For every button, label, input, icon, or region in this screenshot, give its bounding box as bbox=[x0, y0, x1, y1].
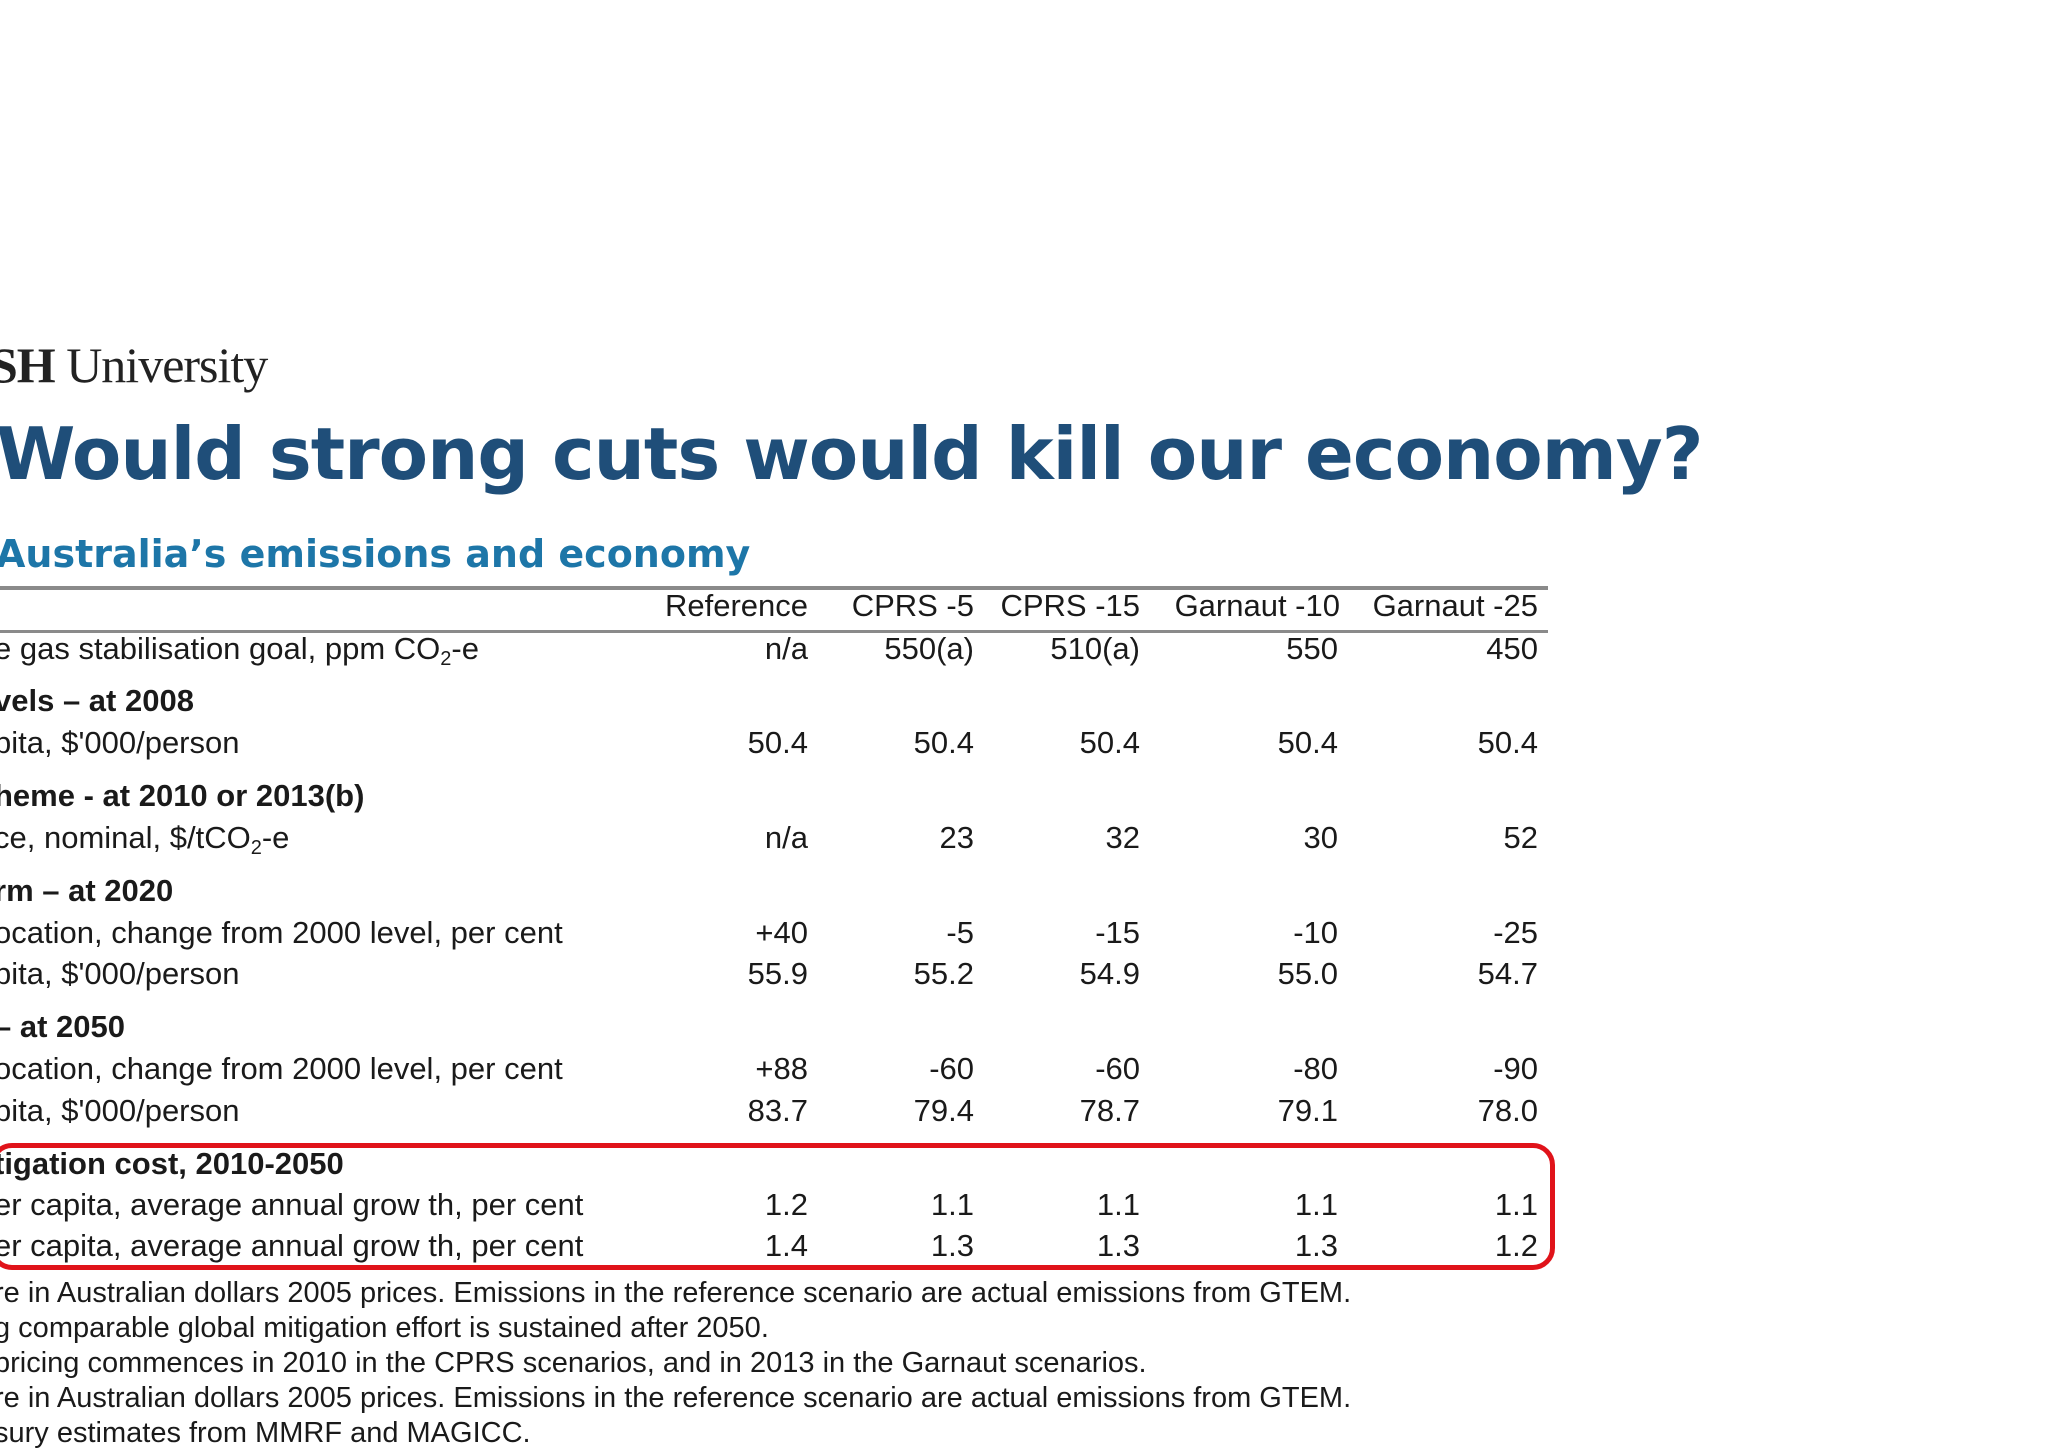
row-label: pita, $'000/person bbox=[0, 956, 240, 991]
row-label: ocation, change from 2000 level, per cen… bbox=[0, 1051, 563, 1086]
header-cprs-5: CPRS -5 bbox=[851, 588, 974, 623]
table-title: Australia’s emissions and economy bbox=[0, 532, 751, 576]
cell-cprs-5: 50.4 bbox=[913, 725, 974, 760]
row-label: pita, $'000/person bbox=[0, 1093, 240, 1128]
table-section-row: tigation cost, 2010-2050 bbox=[0, 1146, 1560, 1186]
cell-reference: +40 bbox=[755, 915, 808, 950]
table-row: ocation, change from 2000 level, per cen… bbox=[0, 915, 1560, 955]
cell-garnaut-25: 1.1 bbox=[1494, 1187, 1538, 1222]
section-label: tigation cost, 2010-2050 bbox=[0, 1146, 344, 1181]
section-label: – at 2050 bbox=[0, 1009, 125, 1044]
cell-garnaut-25: 52 bbox=[1503, 820, 1538, 855]
footnote: re in Australian dollars 2005 prices. Em… bbox=[0, 1277, 1352, 1309]
row-label: er capita, average annual grow th, per c… bbox=[0, 1228, 584, 1263]
cell-cprs-5: -5 bbox=[946, 915, 974, 950]
table-row: pita, $'000/person 50.4 50.4 50.4 50.4 50.4 bbox=[0, 725, 1560, 765]
cell-cprs-15: 50.4 bbox=[1079, 725, 1140, 760]
cell-reference: 55.9 bbox=[747, 956, 808, 991]
header-cprs-15: CPRS -15 bbox=[1000, 588, 1140, 623]
cell-cprs-5: 1.3 bbox=[930, 1228, 974, 1263]
section-label: rm – at 2020 bbox=[0, 873, 174, 908]
cell-reference: +88 bbox=[755, 1051, 808, 1086]
cell-cprs-5: 550(a) bbox=[884, 631, 974, 666]
cell-garnaut-10: -10 bbox=[1293, 915, 1338, 950]
cell-cprs-5: 1.1 bbox=[930, 1187, 974, 1222]
cell-cprs-15: -60 bbox=[1095, 1051, 1140, 1086]
row-label: e gas stabilisation goal, ppm CO2-e bbox=[0, 631, 479, 670]
table-top-rule bbox=[0, 586, 1548, 590]
table-row: er capita, average annual grow th, per c… bbox=[0, 1187, 1560, 1227]
cell-cprs-15: 78.7 bbox=[1079, 1093, 1140, 1128]
cell-cprs-5: 55.2 bbox=[913, 956, 974, 991]
cell-reference: n/a bbox=[764, 820, 808, 855]
cell-garnaut-10: -80 bbox=[1293, 1051, 1338, 1086]
table-header-rule bbox=[0, 630, 1548, 633]
table-row: pita, $'000/person 55.9 55.2 54.9 55.0 54.7 bbox=[0, 956, 1560, 996]
footnote: re in Australian dollars 2005 prices. Em… bbox=[0, 1382, 1352, 1414]
row-label: ce, nominal, $/tCO2-e bbox=[0, 820, 290, 859]
cell-cprs-5: 23 bbox=[939, 820, 974, 855]
table-row: ce, nominal, $/tCO2-e n/a 23 32 30 52 bbox=[0, 820, 1560, 860]
cell-reference: 1.2 bbox=[764, 1187, 808, 1222]
table-section-row: vels – at 2008 bbox=[0, 683, 1560, 723]
cell-garnaut-25: 50.4 bbox=[1477, 725, 1538, 760]
cell-cprs-5: 79.4 bbox=[913, 1093, 974, 1128]
cell-reference: 50.4 bbox=[747, 725, 808, 760]
slide-title: Would strong cuts would kill our economy… bbox=[0, 412, 1703, 496]
cell-cprs-15: 32 bbox=[1105, 820, 1140, 855]
cell-reference: 1.4 bbox=[764, 1228, 808, 1263]
cell-cprs-15: 510(a) bbox=[1050, 631, 1140, 666]
row-label: er capita, average annual grow th, per c… bbox=[0, 1187, 584, 1222]
footnotes: re in Australian dollars 2005 prices. Em… bbox=[0, 1276, 1351, 1451]
cell-reference: 83.7 bbox=[747, 1093, 808, 1128]
header-garnaut-10: Garnaut -10 bbox=[1174, 588, 1340, 623]
footnote: sury estimates from MMRF and MAGICC. bbox=[0, 1417, 531, 1449]
header-garnaut-25: Garnaut -25 bbox=[1372, 588, 1538, 623]
cell-garnaut-10: 30 bbox=[1303, 820, 1338, 855]
cell-garnaut-10: 550 bbox=[1286, 631, 1338, 666]
highlight-box bbox=[0, 1143, 1555, 1270]
section-label: heme - at 2010 or 2013(b) bbox=[0, 778, 365, 813]
table-row: er capita, average annual grow th, per c… bbox=[0, 1228, 1560, 1268]
cell-garnaut-10: 79.1 bbox=[1277, 1093, 1338, 1128]
cell-garnaut-25: -25 bbox=[1493, 915, 1538, 950]
footnote: g comparable global mitigation effort is… bbox=[0, 1312, 769, 1344]
cell-garnaut-10: 50.4 bbox=[1277, 725, 1338, 760]
table-header-row: Reference CPRS -5 CPRS -15 Garnaut -10 G… bbox=[0, 588, 1560, 628]
row-label: ocation, change from 2000 level, per cen… bbox=[0, 915, 563, 950]
cell-garnaut-25: 1.2 bbox=[1494, 1228, 1538, 1263]
row-label: pita, $'000/person bbox=[0, 725, 240, 760]
cell-garnaut-25: 54.7 bbox=[1477, 956, 1538, 991]
table-row: e gas stabilisation goal, ppm CO2-e n/a 55… bbox=[0, 631, 1560, 671]
table-section-row: heme - at 2010 or 2013(b) bbox=[0, 778, 1560, 818]
cell-garnaut-10: 1.3 bbox=[1294, 1228, 1338, 1263]
cell-garnaut-25: 78.0 bbox=[1477, 1093, 1538, 1128]
brand-rest: University bbox=[54, 337, 268, 393]
table-row: ocation, change from 2000 level, per cen… bbox=[0, 1051, 1560, 1091]
cell-garnaut-25: 450 bbox=[1486, 631, 1538, 666]
brand-bold: SH bbox=[0, 337, 56, 393]
cell-cprs-15: 54.9 bbox=[1079, 956, 1140, 991]
cell-cprs-15: 1.3 bbox=[1096, 1228, 1140, 1263]
section-label: vels – at 2008 bbox=[0, 683, 194, 718]
cell-reference: n/a bbox=[764, 631, 808, 666]
cell-cprs-5: -60 bbox=[929, 1051, 974, 1086]
table-section-row: rm – at 2020 bbox=[0, 873, 1560, 913]
table-row: pita, $'000/person 83.7 79.4 78.7 79.1 78.0 bbox=[0, 1093, 1560, 1133]
cell-garnaut-10: 55.0 bbox=[1277, 956, 1338, 991]
university-brand: SH University bbox=[0, 336, 268, 394]
header-reference: Reference bbox=[664, 588, 808, 623]
cell-garnaut-25: -90 bbox=[1493, 1051, 1538, 1086]
table-section-row: – at 2050 bbox=[0, 1009, 1560, 1049]
cell-garnaut-10: 1.1 bbox=[1294, 1187, 1338, 1222]
footnote: pricing commences in 2010 in the CPRS sc… bbox=[0, 1347, 1147, 1379]
cell-cprs-15: 1.1 bbox=[1096, 1187, 1140, 1222]
cell-cprs-15: -15 bbox=[1095, 915, 1140, 950]
